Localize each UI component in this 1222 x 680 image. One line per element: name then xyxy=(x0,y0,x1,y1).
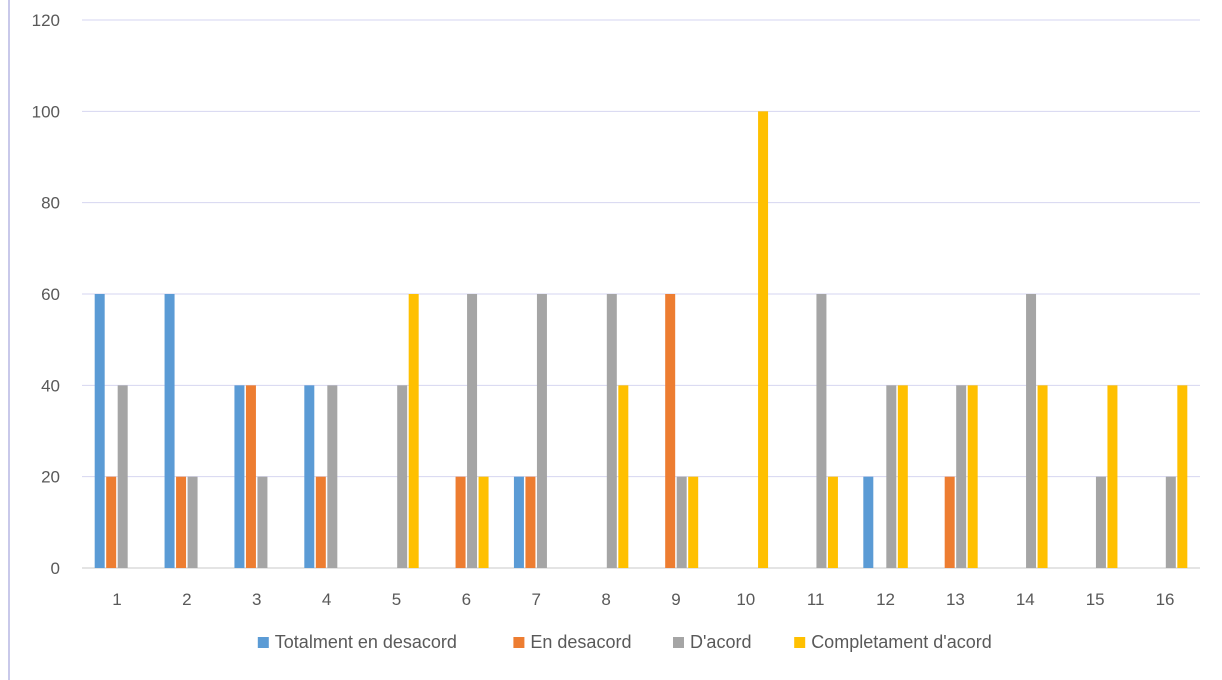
bar xyxy=(315,476,326,568)
x-tick-label: 7 xyxy=(531,590,540,609)
x-tick-label: 12 xyxy=(876,590,895,609)
bar xyxy=(1037,385,1048,568)
bar xyxy=(618,385,629,568)
bar xyxy=(304,385,315,568)
x-tick-label: 11 xyxy=(807,590,825,609)
y-tick-label: 40 xyxy=(41,376,60,395)
x-axis-ticks: 1 2 3 4 5 6 7 8 9 10 11 12 13 14 15 16 xyxy=(112,590,1174,609)
bar xyxy=(897,385,908,568)
bar xyxy=(513,476,524,568)
y-tick-label: 20 xyxy=(41,468,60,487)
bar xyxy=(1165,476,1176,568)
bar xyxy=(827,476,838,568)
legend-label: Completament d'acord xyxy=(811,632,992,652)
x-tick-label: 16 xyxy=(1156,590,1175,609)
legend-label: Totalment en desacord xyxy=(275,632,457,652)
legend-swatch xyxy=(257,637,269,648)
gridlines xyxy=(82,19,1200,569)
legend-swatch xyxy=(513,637,525,648)
x-tick-label: 3 xyxy=(252,590,261,609)
bar xyxy=(688,476,699,568)
bar xyxy=(117,385,128,568)
x-tick-label: 10 xyxy=(736,590,755,609)
bar xyxy=(94,294,105,568)
bar xyxy=(676,476,687,568)
legend-label: En desacord xyxy=(530,632,631,652)
bar xyxy=(606,294,617,568)
bars xyxy=(94,111,1188,568)
bar xyxy=(187,476,198,568)
bar xyxy=(106,476,117,568)
bar xyxy=(1177,385,1188,568)
y-tick-label: 100 xyxy=(32,102,60,121)
y-tick-label: 60 xyxy=(41,285,60,304)
bar xyxy=(408,294,419,568)
bar xyxy=(525,476,536,568)
bar xyxy=(234,385,245,568)
legend-swatch xyxy=(673,637,684,648)
bar xyxy=(327,385,338,568)
y-tick-label: 80 xyxy=(41,194,60,213)
y-tick-label: 0 xyxy=(51,559,60,578)
x-tick-label: 6 xyxy=(462,590,471,609)
bar xyxy=(164,294,175,568)
bar xyxy=(665,294,676,568)
x-tick-label: 1 xyxy=(112,590,121,609)
bar xyxy=(967,385,978,568)
bar xyxy=(1095,476,1106,568)
bar xyxy=(863,476,874,568)
y-axis-ticks: 0 20 40 60 80 100 120 xyxy=(32,11,60,578)
x-tick-label: 14 xyxy=(1016,590,1035,609)
bar xyxy=(758,111,769,568)
x-tick-label: 4 xyxy=(322,590,331,609)
x-tick-label: 8 xyxy=(601,590,610,609)
x-tick-label: 9 xyxy=(671,590,680,609)
legend: Totalment en desacord En desacord D'acord C… xyxy=(257,632,992,652)
left-border xyxy=(8,0,10,680)
bar xyxy=(257,476,268,568)
bar xyxy=(176,476,187,568)
bar xyxy=(397,385,408,568)
bar xyxy=(1026,294,1037,568)
bar xyxy=(1107,385,1118,568)
bar xyxy=(886,385,897,568)
legend-swatch xyxy=(794,637,806,648)
bar xyxy=(455,476,466,568)
x-tick-label: 5 xyxy=(392,590,401,609)
x-tick-label: 2 xyxy=(182,590,191,609)
bar xyxy=(956,385,967,568)
x-tick-label: 13 xyxy=(946,590,965,609)
bar xyxy=(944,476,955,568)
bar xyxy=(536,294,547,568)
x-tick-label: 15 xyxy=(1086,590,1105,609)
bar xyxy=(478,476,489,568)
bar xyxy=(816,294,827,568)
legend-label: D'acord xyxy=(690,632,751,652)
bar xyxy=(245,385,256,568)
bar xyxy=(467,294,478,568)
y-tick-label: 120 xyxy=(32,11,60,30)
